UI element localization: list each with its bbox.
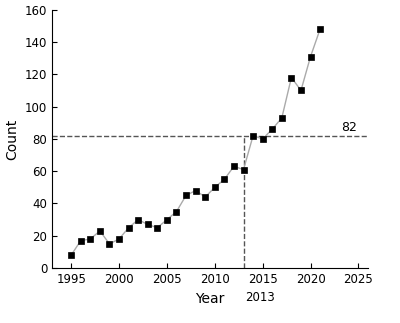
- Text: 2013: 2013: [245, 291, 275, 304]
- Y-axis label: Count: Count: [5, 118, 19, 160]
- X-axis label: Year: Year: [195, 291, 225, 306]
- Text: 82: 82: [341, 121, 357, 134]
